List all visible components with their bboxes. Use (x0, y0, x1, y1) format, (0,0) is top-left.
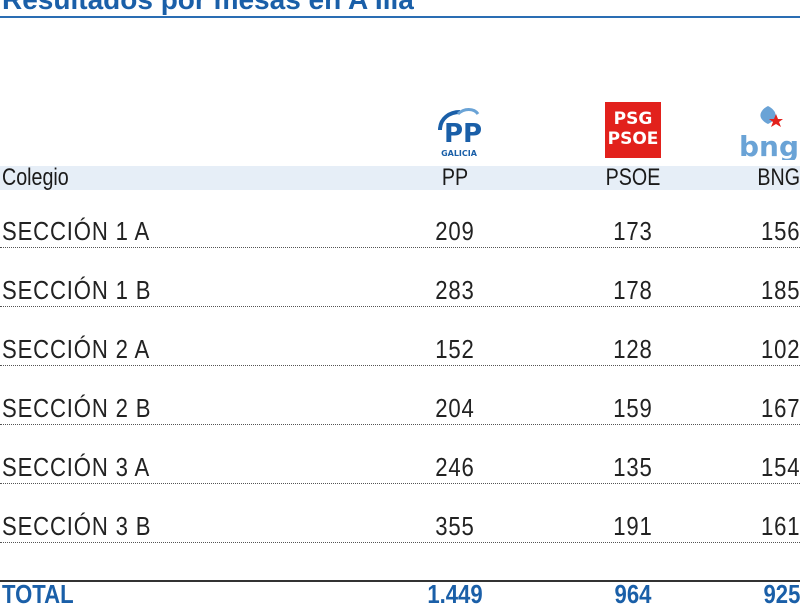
row-name: SECCIÓN 2 A (2, 334, 151, 364)
pp-logo-mark: PP (444, 119, 482, 149)
row-psoe: 191 (613, 511, 653, 541)
row-bng: 161 (760, 511, 800, 541)
row-psoe: 135 (613, 452, 653, 482)
bng-star-icon (769, 114, 783, 127)
table-header-band (0, 166, 800, 190)
pp-logo: PP GALICIA (430, 106, 488, 158)
row-pp: 355 (435, 511, 475, 541)
table-row: SECCIÓN 2 A 152 128 102 (0, 333, 800, 366)
row-name: SECCIÓN 3 A (2, 452, 151, 482)
row-name: SECCIÓN 2 B (2, 393, 152, 423)
table-row: SECCIÓN 2 B 204 159 167 (0, 392, 800, 425)
pp-logo-caption: GALICIA (441, 149, 478, 158)
table-row: SECCIÓN 1 A 209 173 156 (0, 215, 800, 248)
total-pp: 1.449 (427, 579, 483, 609)
bng-logo: bng (738, 104, 800, 163)
row-pp: 283 (435, 275, 475, 305)
row-name: SECCIÓN 1 B (2, 275, 152, 305)
row-bng: 154 (760, 452, 800, 482)
row-bng: 185 (760, 275, 800, 305)
table-row: SECCIÓN 3 A 246 135 154 (0, 451, 800, 484)
row-name: SECCIÓN 1 A (2, 216, 151, 246)
row-bng: 156 (760, 216, 800, 246)
row-psoe: 178 (613, 275, 653, 305)
row-pp: 204 (435, 393, 475, 423)
page-title: Resultados por mesas en A Illa (2, 0, 414, 16)
title-underline (0, 16, 800, 18)
header-bng: BNG (757, 164, 800, 191)
header-pp: PP (441, 164, 469, 191)
row-psoe: 159 (613, 393, 653, 423)
total-label: TOTAL (2, 579, 74, 609)
bng-logo-icon: bng (739, 106, 799, 163)
table-row: SECCIÓN 3 B 355 191 161 (0, 510, 800, 543)
row-pp: 152 (435, 334, 475, 364)
psoe-logo: PSG PSOE (605, 102, 661, 158)
row-psoe: 173 (613, 216, 653, 246)
row-bng: 167 (760, 393, 800, 423)
row-psoe: 128 (613, 334, 653, 364)
header-colegio: Colegio (2, 164, 69, 191)
table-row: SECCIÓN 1 B 283 178 185 (0, 274, 800, 307)
psoe-logo-line2: PSOE (607, 129, 659, 149)
pp-logo-icon: PP GALICIA (438, 108, 482, 158)
psoe-logo-line1: PSG (613, 109, 653, 129)
header-psoe: PSOE (605, 164, 661, 191)
row-pp: 246 (435, 452, 475, 482)
row-name: SECCIÓN 3 B (2, 511, 152, 541)
bng-logo-text: bng (739, 130, 799, 160)
total-row: TOTAL 1.449 964 925 (0, 578, 800, 610)
total-bng: 925 (763, 579, 800, 609)
row-bng: 102 (760, 334, 800, 364)
row-pp: 209 (435, 216, 475, 246)
total-psoe: 964 (614, 579, 652, 609)
total-divider (0, 580, 800, 582)
